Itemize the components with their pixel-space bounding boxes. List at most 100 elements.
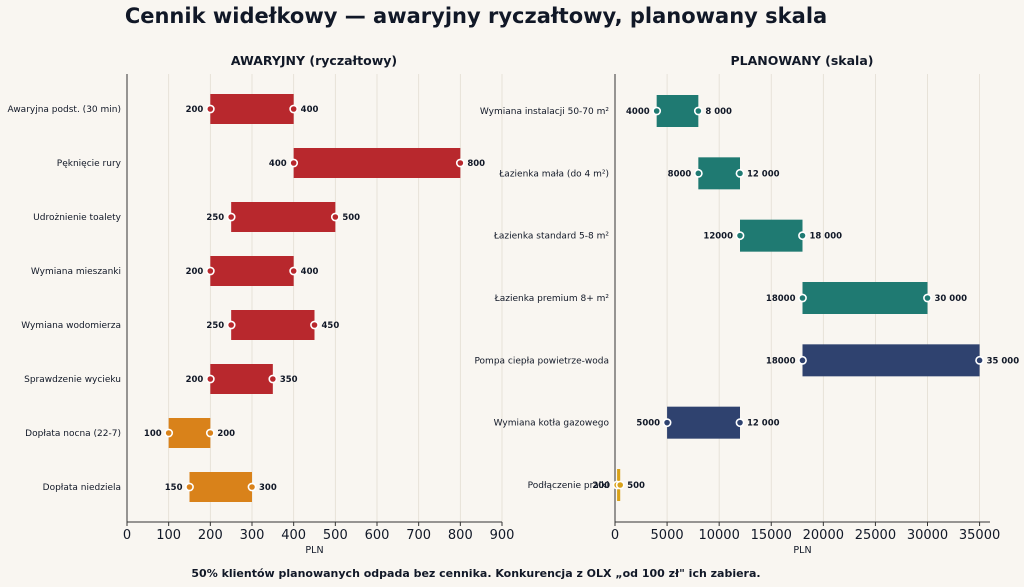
panel2-range-bar: [740, 219, 803, 252]
panel1-tick-label: 900: [490, 528, 515, 543]
panel2-tick-label: 20000: [803, 528, 844, 543]
panel1-category-label: Awaryjna podst. (30 min): [8, 105, 121, 115]
panel2-x-axis-label: PLN: [793, 545, 811, 556]
panel2-min-value-label: 18000: [766, 294, 796, 304]
panel2-category-label: Pompa ciepła powietrze-woda: [474, 356, 609, 366]
panel1-max-point: [289, 104, 299, 114]
panel2-category-label: Wymiana kotła gazowego: [494, 419, 610, 429]
panel1-max-point: [268, 374, 278, 384]
panel1-min-value-label: 250: [206, 321, 224, 331]
panel1-min-point: [205, 104, 215, 114]
panel2-tick-label: 25000: [855, 528, 896, 543]
panel1-min-value-label: 200: [186, 267, 204, 277]
panel1-tick-label: 0: [123, 528, 131, 543]
panel2-max-value-label: 30 000: [935, 294, 968, 304]
panel1-min-value-label: 400: [269, 159, 287, 169]
panel2-max-point: [735, 168, 745, 178]
chart-main-title: Cennik widełkowy — awaryjny ryczałtowy, …: [124, 4, 828, 28]
panel2-tick-label: 10000: [698, 528, 739, 543]
panel1-range-bar: [231, 310, 315, 340]
panel2-max-point: [693, 106, 703, 116]
panel1-max-value-label: 300: [259, 483, 277, 493]
panel1-category-label: Udrożnienie toalety: [33, 213, 121, 223]
panel2-range-bar: [802, 344, 980, 377]
panel1-tick-label: 100: [156, 528, 181, 543]
panel1-tick-label: 600: [365, 528, 390, 543]
panel2-max-value-label: 35 000: [987, 356, 1020, 366]
panel2-tick-label: 30000: [907, 528, 948, 543]
panel1-category-label: Wymiana mieszanki: [31, 267, 121, 277]
panel1-tick-label: 500: [323, 528, 348, 543]
panel1-range-bar: [210, 94, 294, 124]
panel1-title: AWARYJNY (ryczałtowy): [231, 53, 397, 68]
panel2-min-point: [798, 355, 807, 365]
panel2-max-value-label: 12 000: [747, 419, 780, 429]
panel2-max-value-label: 8 000: [705, 107, 732, 117]
panel1-max-value-label: 400: [301, 105, 319, 115]
panel2-max-point: [798, 231, 807, 241]
panel1-category-label: Dopłata nocna (22-7): [25, 429, 121, 439]
panel2-min-value-label: 18000: [766, 356, 796, 366]
panel1-max-value-label: 800: [467, 159, 485, 169]
panel2-range-bar: [698, 157, 740, 190]
panel1-max-point: [330, 212, 340, 222]
panel1-min-value-label: 200: [186, 375, 204, 385]
panel2-max-point: [735, 418, 745, 428]
panel1-range-bar: [210, 256, 294, 286]
panel1-range-bar: [189, 472, 252, 502]
panel2-max-value-label: 18 000: [810, 232, 843, 242]
panel1-tick-label: 300: [240, 528, 265, 543]
panel2-min-value-label: 200: [592, 481, 610, 491]
panel1-min-value-label: 100: [144, 429, 162, 439]
panel1-min-value-label: 250: [206, 213, 224, 223]
panel2-min-value-label: 4000: [626, 107, 650, 117]
panel1-max-value-label: 200: [217, 429, 235, 439]
panel1-max-value-label: 350: [280, 375, 298, 385]
panel1-max-point: [455, 158, 465, 168]
panel1-category-label: Sprawdzenie wycieku: [24, 375, 121, 385]
panel2-max-value-label: 12 000: [747, 169, 780, 179]
panel1-max-value-label: 400: [301, 267, 319, 277]
panel1-max-point: [310, 320, 319, 330]
panel2-category-label: Łazienka premium 8+ m²: [494, 294, 610, 304]
panel2-category-label: Wymiana instalacji 50-70 m²: [480, 107, 609, 117]
panel2-range-bar: [802, 282, 928, 314]
panel2-max-point: [923, 293, 932, 303]
panel1-min-point: [289, 158, 299, 168]
panel1-max-point: [205, 428, 215, 438]
panel1-tick-label: 700: [406, 528, 431, 543]
panel1-min-point: [205, 374, 215, 384]
panel2-min-point: [798, 293, 807, 303]
panel1-range-bar: [231, 202, 336, 232]
panel2-min-value-label: 8000: [668, 169, 692, 179]
panel1-category-label: Pęknięcie rury: [57, 159, 122, 169]
panel2-tick-label: 35000: [959, 528, 1000, 543]
panel2-min-point: [652, 106, 662, 116]
panel2-title: PLANOWANY (skala): [731, 53, 874, 68]
panel2-tick-label: 0: [611, 528, 619, 543]
panel2-max-value-label: 500: [627, 481, 645, 491]
panel1-category-label: Wymiana wodomierza: [21, 321, 121, 331]
panel1-max-value-label: 450: [322, 321, 340, 331]
panel2-min-point: [735, 231, 745, 241]
panel1-x-axis-label: PLN: [305, 545, 323, 556]
panel2-max-point: [615, 480, 625, 490]
panel2-min-point: [693, 168, 703, 178]
panel1-min-value-label: 200: [186, 105, 204, 115]
panel1-tick-label: 800: [448, 528, 473, 543]
panel1-max-point: [289, 266, 299, 276]
panel1-min-point: [185, 482, 194, 492]
panel2-min-value-label: 12000: [703, 232, 733, 242]
panel2-range-bar: [656, 95, 699, 127]
panel2-range-bar: [667, 406, 740, 439]
panel1-max-value-label: 500: [342, 213, 360, 223]
panel1-range-bar: [168, 418, 211, 448]
footer-note: 50% klientów planowanych odpada bez cenn…: [191, 567, 761, 580]
panel1-min-point: [205, 266, 215, 276]
panel1-min-point: [226, 320, 236, 330]
panel1-category-label: Dopłata niedziela: [43, 483, 121, 493]
panel2-min-point: [662, 418, 672, 428]
panel2-max-point: [975, 355, 984, 365]
panel1-tick-label: 400: [281, 528, 306, 543]
